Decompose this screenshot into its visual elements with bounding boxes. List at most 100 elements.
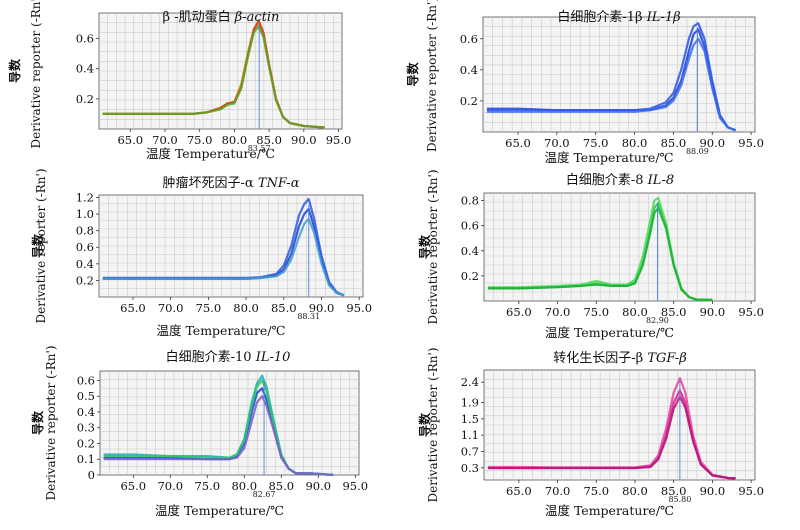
x-tick-label: 70.0 bbox=[545, 484, 571, 498]
melt-curve-series bbox=[487, 207, 713, 301]
melt-curve-series bbox=[103, 395, 334, 477]
x-tick-label: 90.0 bbox=[700, 484, 726, 498]
y-tick-label: 1.2 bbox=[76, 190, 94, 204]
chart-title: β -肌动蛋白 β-actin bbox=[163, 9, 280, 25]
y-tick-label: 0.4 bbox=[76, 62, 94, 76]
chart-title: 白细胞介素-10 IL-10 bbox=[166, 349, 291, 365]
y-axis-label-en: Derivative reporter (-Rn') bbox=[426, 169, 440, 324]
x-tick-label: 85.0 bbox=[661, 484, 687, 498]
grid bbox=[99, 195, 363, 297]
y-tick-label: 0.4 bbox=[76, 257, 94, 271]
y-tick-label: 0.1 bbox=[77, 452, 95, 466]
chart-title: 白细胞介素-8 IL-8 bbox=[566, 172, 674, 188]
melt-curve-series bbox=[486, 22, 737, 132]
peak-temperature-label: 88.31 bbox=[297, 312, 320, 321]
x-tick-label: 80.0 bbox=[231, 479, 257, 493]
chart-title-cn: 肿瘤坏死因子-α bbox=[163, 175, 258, 191]
y-tick-label: 0.5 bbox=[77, 389, 95, 403]
x-tick-label: 80.0 bbox=[233, 301, 259, 315]
y-axis-label-en: Derivative reporter (-Rn') bbox=[29, 0, 43, 149]
x-tick-label: 85.0 bbox=[661, 305, 687, 319]
y-tick-label: 0 bbox=[88, 468, 95, 482]
chart-title-cn: 白细胞介素-1β bbox=[557, 9, 646, 25]
y-tick-label: 0.6 bbox=[460, 32, 478, 46]
x-tick-label: 95.0 bbox=[738, 136, 764, 150]
y-tick-label: 0.4 bbox=[461, 244, 479, 258]
x-tick-label: 75.0 bbox=[194, 479, 220, 493]
y-tick-label: 1.9 bbox=[461, 396, 479, 410]
grid bbox=[484, 193, 755, 301]
x-tick-label: 75.0 bbox=[187, 133, 213, 147]
chart-title-gene: IL-10 bbox=[255, 350, 291, 365]
x-tick-label: 65.0 bbox=[120, 479, 146, 493]
chart-title: 转化生长因子-β TGF-β bbox=[553, 351, 686, 366]
peak-temperature-label: 82.67 bbox=[253, 490, 276, 499]
y-tick-label: 1.5 bbox=[461, 412, 479, 426]
chart-title-gene: β-actin bbox=[234, 10, 280, 25]
x-tick-label: 95.0 bbox=[326, 133, 352, 147]
x-tick-label: 70.0 bbox=[545, 305, 571, 319]
y-tick-label: 0.4 bbox=[460, 63, 478, 77]
x-tick-label: 75.0 bbox=[583, 136, 609, 150]
y-axis-label-cn: 导数 bbox=[417, 234, 432, 259]
x-tick-label: 85.0 bbox=[661, 136, 687, 150]
y-tick-label: 0.6 bbox=[76, 32, 94, 46]
chart-title-cn: 转化生长因子-β bbox=[553, 351, 647, 366]
x-tick-label: 85.0 bbox=[271, 301, 297, 315]
y-tick-label: 0.2 bbox=[460, 94, 478, 108]
x-tick-label: 95.0 bbox=[342, 479, 368, 493]
x-axis-label: 温度 Temperature/℃ bbox=[545, 503, 674, 518]
y-tick-label: 0.3 bbox=[461, 461, 479, 475]
x-axis-label: 温度 Temperature/℃ bbox=[156, 323, 285, 338]
y-axis-label-cn: 导数 bbox=[30, 233, 45, 258]
y-tick-label: 0.2 bbox=[76, 92, 94, 106]
y-axis-label-cn: 导数 bbox=[7, 58, 22, 83]
y-tick-label: 0.2 bbox=[77, 436, 95, 450]
y-axis-label-en: Derivative reporter (-Rn') bbox=[426, 347, 440, 502]
melt-curve-series bbox=[487, 395, 736, 480]
x-tick-label: 95.0 bbox=[346, 301, 372, 315]
x-tick-label: 70.0 bbox=[157, 479, 183, 493]
y-tick-label: 0.4 bbox=[77, 405, 95, 419]
chart-title-gene: TGF-β bbox=[647, 351, 686, 366]
x-tick-label: 75.0 bbox=[196, 301, 222, 315]
y-tick-label: 2.4 bbox=[461, 375, 479, 389]
x-tick-label: 70.0 bbox=[544, 136, 570, 150]
x-tick-label: 70.0 bbox=[158, 301, 184, 315]
x-axis-label: 温度 Temperature/℃ bbox=[146, 146, 275, 161]
x-tick-label: 70.0 bbox=[152, 133, 178, 147]
x-tick-label: 80.0 bbox=[622, 305, 648, 319]
y-axis-label-en: Derivative reporter (-Rn') bbox=[34, 168, 48, 323]
x-tick-label: 80.0 bbox=[622, 484, 648, 498]
chart-title-gene: IL-1β bbox=[646, 10, 681, 25]
x-tick-label: 65.0 bbox=[506, 305, 532, 319]
peak-temperature-label: 85.80 bbox=[668, 495, 691, 504]
x-tick-label: 65.0 bbox=[506, 484, 532, 498]
chart-panel-6: 65.0 70.0 75.0 80.0 85.0 90.0 95.0 0.3 0.7 1.1 1.5… bbox=[417, 347, 764, 518]
melt-curve-series bbox=[102, 217, 345, 297]
chart-panel-3: 65.0 70.0 75.0 80.0 85.0 90.0 95.0 0.2 0.4 0.6 0.8… bbox=[30, 168, 372, 338]
chart-title-cn: 白细胞介素-10 bbox=[166, 349, 256, 365]
y-axis-label-cn: 导数 bbox=[417, 412, 432, 437]
chart-title: 肿瘤坏死因子-α TNF-α bbox=[163, 175, 300, 191]
y-tick-label: 0.3 bbox=[77, 421, 95, 435]
y-tick-label: 0.6 bbox=[76, 240, 94, 254]
grid bbox=[484, 370, 755, 480]
x-tick-label: 90.0 bbox=[291, 133, 317, 147]
y-tick-label: 0.6 bbox=[77, 373, 95, 387]
x-tick-label: 90.0 bbox=[700, 305, 726, 319]
x-axis-label: 温度 Temperature/℃ bbox=[155, 503, 284, 518]
y-axis-label-cn: 导数 bbox=[405, 62, 420, 87]
x-tick-label: 80.0 bbox=[622, 136, 648, 150]
x-axis-label: 温度 Temperature/℃ bbox=[544, 150, 673, 165]
melt-curve-series bbox=[102, 25, 325, 129]
x-tick-label: 85.0 bbox=[268, 479, 294, 493]
peak-temperature-label: 83.57 bbox=[248, 144, 271, 153]
x-tick-label: 75.0 bbox=[583, 484, 609, 498]
y-tick-label: 0.8 bbox=[461, 194, 479, 208]
y-tick-label: 1.0 bbox=[76, 207, 94, 221]
y-tick-label: 1.1 bbox=[461, 428, 479, 442]
x-tick-label: 95.0 bbox=[738, 305, 764, 319]
chart-panel-1: 65.0 70.0 75.0 80.0 85.0 90.0 95.0 0.2 0.4 0.6 83.… bbox=[7, 0, 351, 161]
chart-title: 白细胞介素-1β IL-1β bbox=[557, 9, 680, 25]
